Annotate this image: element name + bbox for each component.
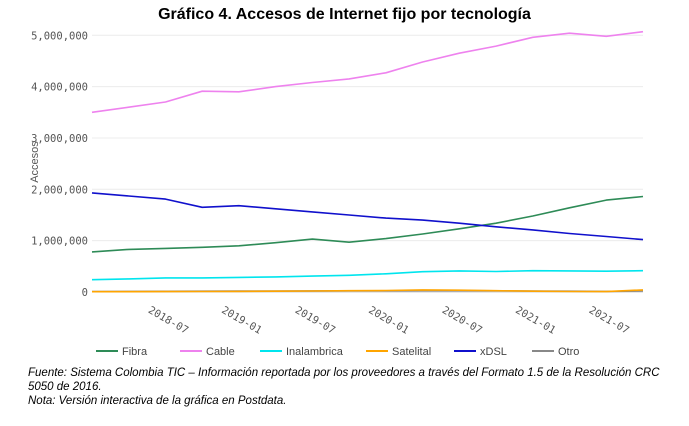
footnote-source-cont: 5050 de 2016. <box>28 381 102 393</box>
y-tick-label-5: 5,000,000 <box>31 30 88 42</box>
x-tick-label-4: 2020-07 <box>440 304 484 337</box>
series-line-inalambrica <box>91 269 644 281</box>
footnote-note: Nota: Versión interactiva de la gráfica … <box>28 395 287 407</box>
chart-title: Gráfico 4. Accesos de Internet fijo por … <box>158 6 531 23</box>
y-tick-label-0: 0 <box>82 287 88 299</box>
legend-label-otro: Otro <box>558 346 579 358</box>
x-tick-label-1: 2019-01 <box>219 304 263 337</box>
series-line-xdsl <box>91 192 644 241</box>
legend-label-cable: Cable <box>206 346 235 358</box>
y-tick-label-2: 2,000,000 <box>31 184 88 196</box>
series-lines <box>91 30 644 293</box>
y-tick-label-4: 4,000,000 <box>31 82 88 94</box>
grid-lines <box>92 34 643 293</box>
legend-label-fibra: Fibra <box>122 346 148 358</box>
y-axis-label: Accesos <box>29 141 41 183</box>
y-tick-label-3: 3,000,000 <box>31 133 88 145</box>
series-line-satelital <box>92 289 644 293</box>
series-line-cable <box>91 30 644 114</box>
x-tick-label-5: 2021-01 <box>513 304 557 337</box>
y-axis: 0 1,000,000 2,000,000 3,000,000 4,000,000 5,0… <box>31 30 88 299</box>
legend-label-inalambrica: Inalambrica <box>286 346 344 358</box>
x-tick-label-3: 2020-01 <box>366 304 410 337</box>
footnote: Fuente: Sistema Colombia TIC – Informaci… <box>28 366 678 408</box>
x-tick-label-6: 2021-07 <box>587 304 631 337</box>
legend-label-xdsl: xDSL <box>480 346 507 358</box>
legend: Fibra Cable Inalambrica Satelital xDSL Otro <box>96 346 579 358</box>
x-tick-label-2: 2019-07 <box>293 304 337 337</box>
x-tick-label-0: 2018-07 <box>146 304 190 337</box>
series-line-fibra <box>91 195 644 253</box>
footnote-source: Fuente: Sistema Colombia TIC – Informaci… <box>28 367 660 379</box>
legend-label-satelital: Satelital <box>392 346 431 358</box>
y-tick-label-1: 1,000,000 <box>31 236 88 248</box>
x-axis: 2018-07 2019-01 2019-07 2020-01 2020-07 2021-… <box>146 304 631 337</box>
